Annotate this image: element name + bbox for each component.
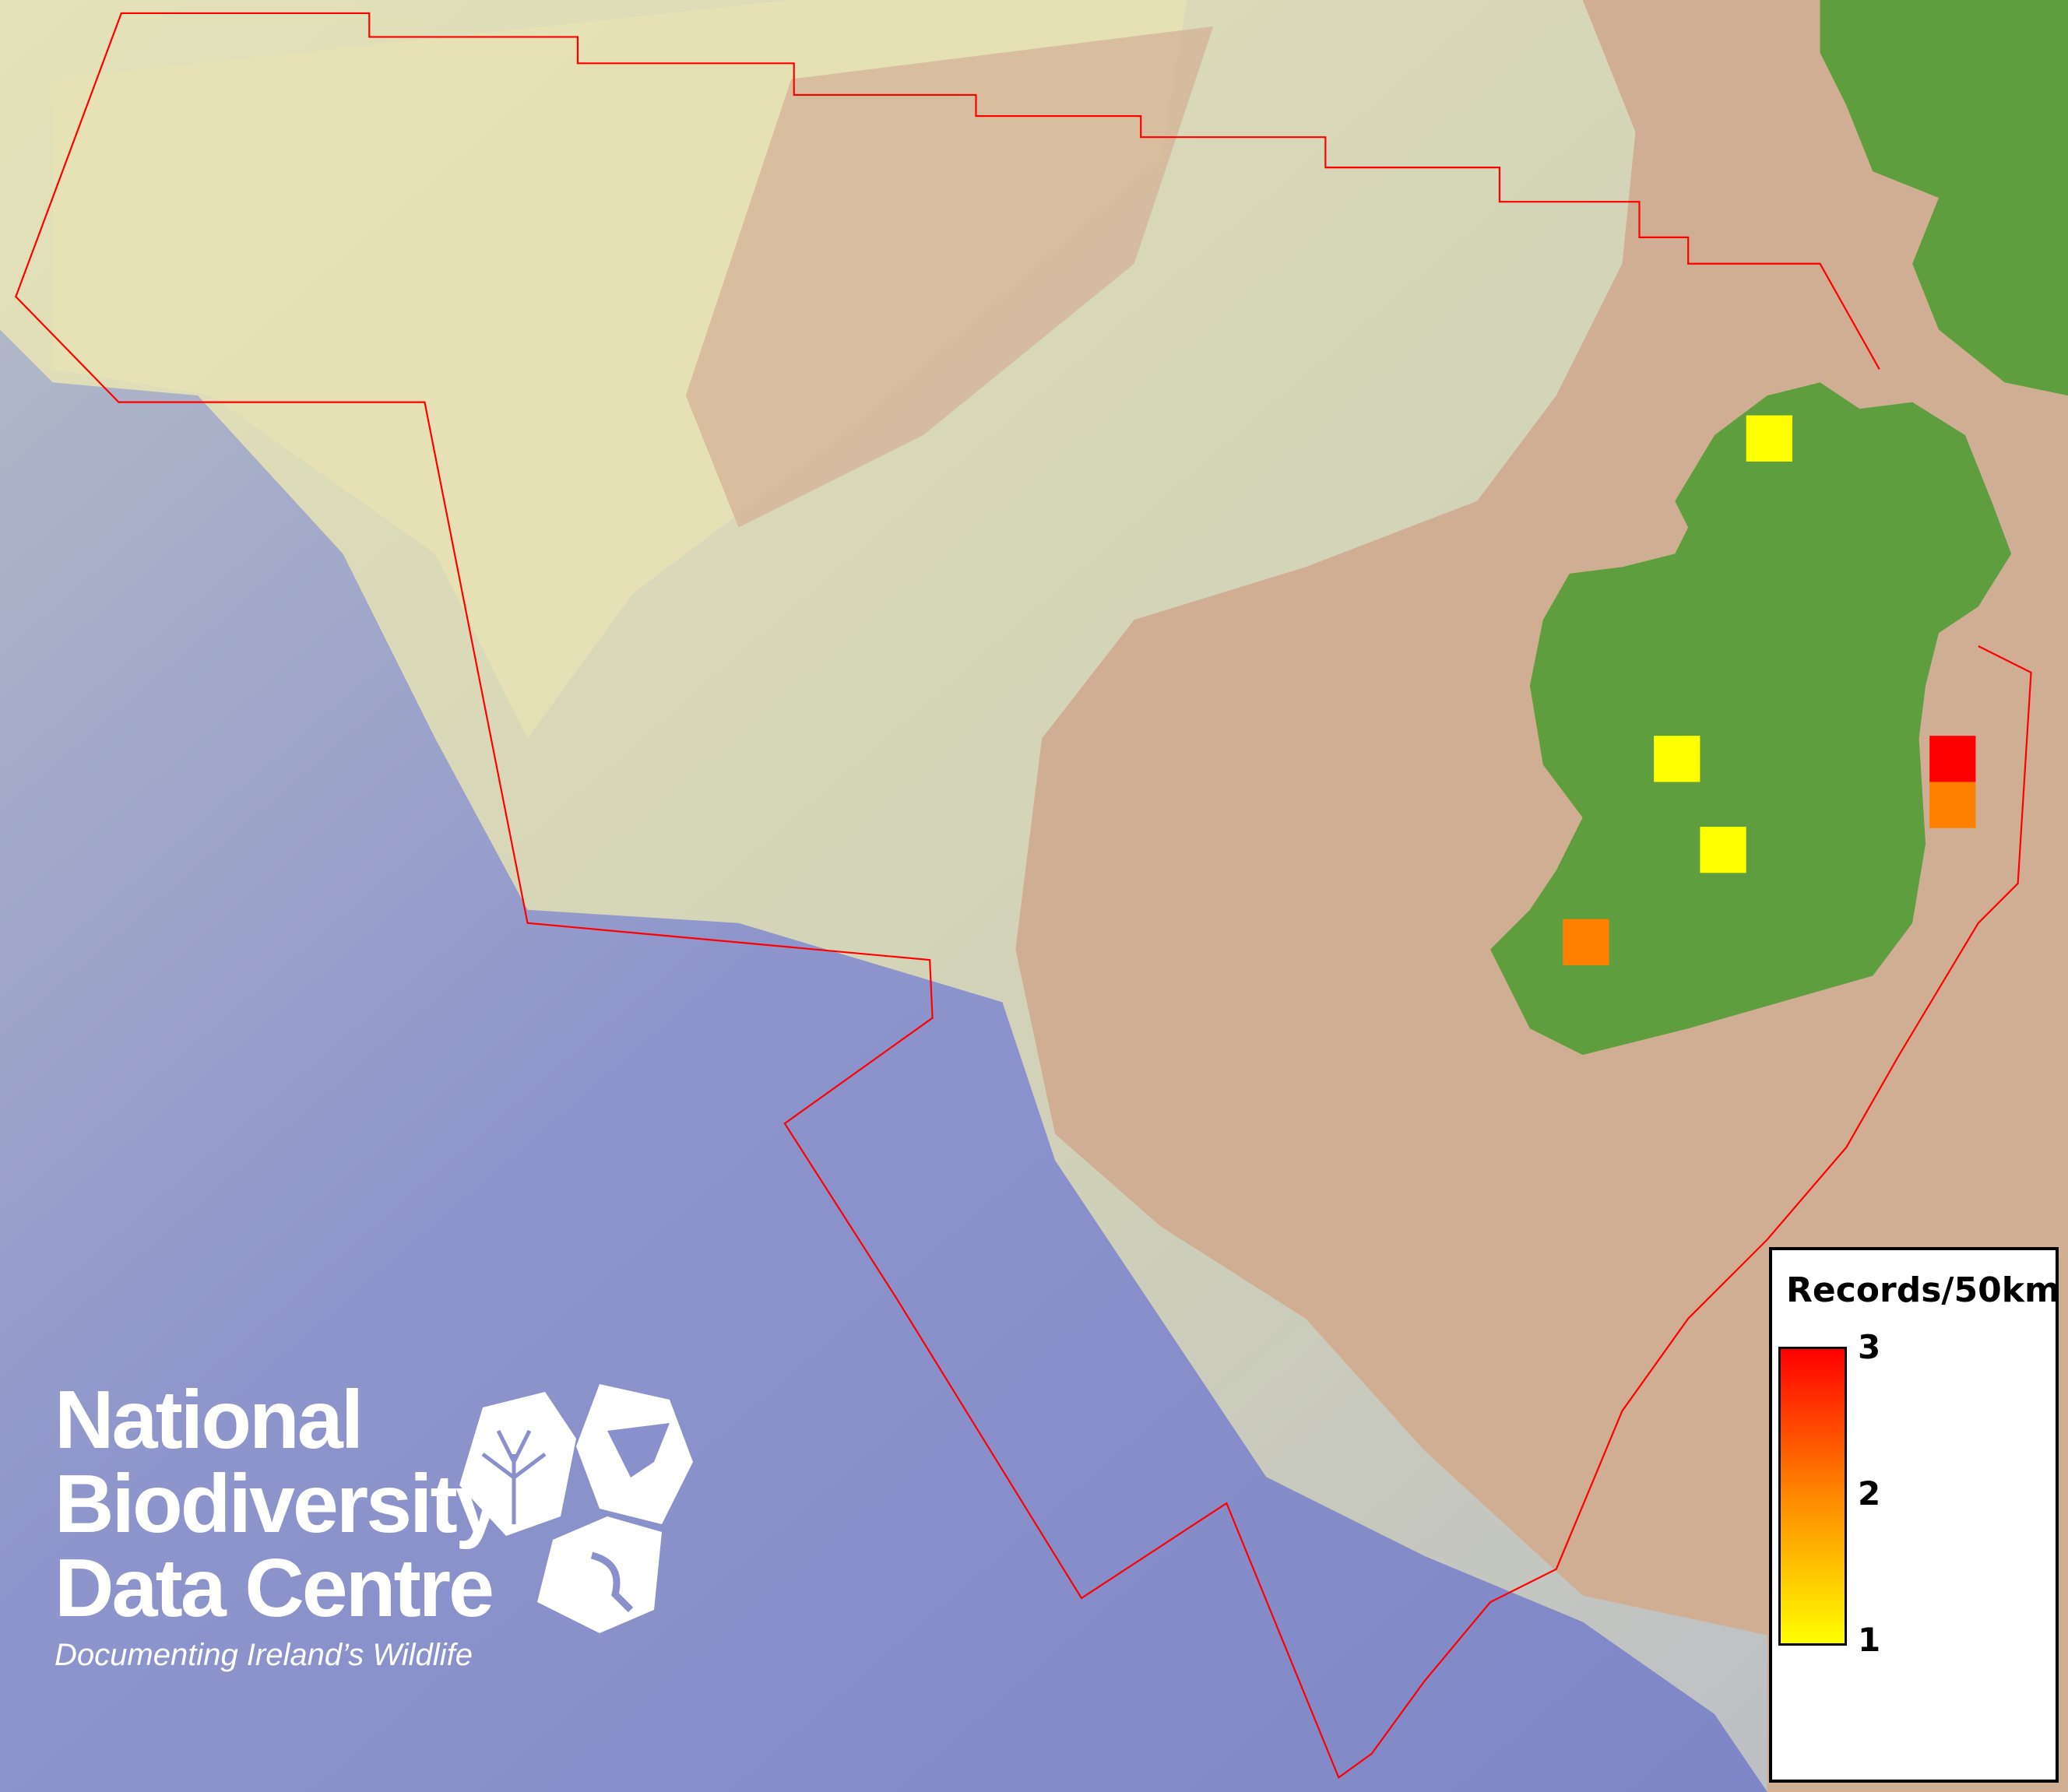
- logo-line-2: Biodiversity: [55, 1458, 501, 1550]
- logo-line-3: Data Centre: [55, 1542, 494, 1634]
- butterfly-icon: [576, 1384, 693, 1524]
- seahorse-icon: [537, 1516, 662, 1633]
- legend-min-label: 1: [1858, 1621, 1881, 1659]
- record-squares: [1563, 415, 1976, 965]
- logo-tagline: Documenting Ireland’s Wildlife: [55, 1638, 473, 1672]
- record-square-3: [1700, 827, 1746, 873]
- legend: Records/50km 3 2 1: [1769, 1247, 2060, 1783]
- record-square-5: [1929, 782, 1976, 828]
- logo-hexagons: [459, 1384, 693, 1633]
- nbdc-logo: National Biodiversity Data Centre Docume…: [55, 1374, 501, 1673]
- legend-max-label: 3: [1858, 1328, 1881, 1366]
- boundary-line: [15, 12, 2032, 1780]
- legend-mid-label: 2: [1858, 1474, 1881, 1513]
- logo-line-1: National: [55, 1374, 364, 1466]
- record-square-6: [1563, 919, 1609, 965]
- record-square-1: [1746, 415, 1792, 462]
- plant-icon: [459, 1392, 576, 1536]
- color-ramp: [1778, 1347, 1847, 1646]
- ireland-land: [1490, 382, 2012, 1056]
- record-square-2: [1654, 736, 1700, 782]
- great-britain-land: [1820, 0, 2068, 396]
- plateau-ridge: [685, 26, 1214, 528]
- record-square-4: [1929, 736, 1976, 782]
- legend-title: Records/50km: [1786, 1270, 2060, 1310]
